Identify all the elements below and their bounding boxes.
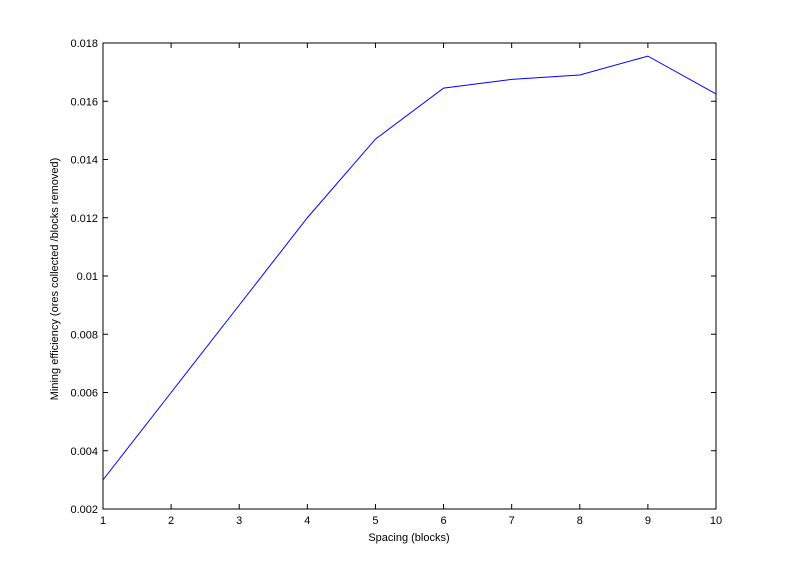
- y-tick-label: 0.018: [70, 38, 98, 50]
- x-tick-label: 6: [440, 515, 446, 527]
- series-line: [102, 55, 717, 481]
- y-tick-label: 0.016: [70, 96, 98, 108]
- y-tick-label: 0.012: [70, 213, 98, 225]
- x-tick-label: 5: [372, 515, 378, 527]
- y-axis-label: Mining efficiency (ores collected /block…: [49, 158, 61, 401]
- x-tick-label: 9: [645, 515, 651, 527]
- x-tick-label: 10: [710, 515, 722, 527]
- y-tick-labels: 0.002 0.004 0.006 0.008 0.01 0.012 0.014 0.016 0…: [70, 38, 98, 516]
- y-tick-label: 0.004: [70, 446, 98, 458]
- axis-ticks: [102, 42, 717, 510]
- x-tick-label: 8: [577, 515, 583, 527]
- x-tick-labels: 1 2 3 4 5 6 7 8 9 10: [100, 515, 722, 527]
- x-tick-label: 7: [509, 515, 515, 527]
- x-tick-label: 3: [236, 515, 242, 527]
- y-tick-label: 0.014: [70, 155, 98, 167]
- y-tick-label: 0.002: [70, 504, 98, 516]
- y-tick-label: 0.01: [77, 271, 98, 283]
- x-tick-label: 1: [100, 515, 106, 527]
- x-tick-label: 4: [304, 515, 310, 527]
- x-tick-label: 2: [168, 515, 174, 527]
- y-tick-label: 0.008: [70, 329, 98, 341]
- plot-area: [102, 42, 717, 510]
- x-axis-label: Spacing (blocks): [368, 532, 449, 544]
- y-tick-label: 0.006: [70, 388, 98, 400]
